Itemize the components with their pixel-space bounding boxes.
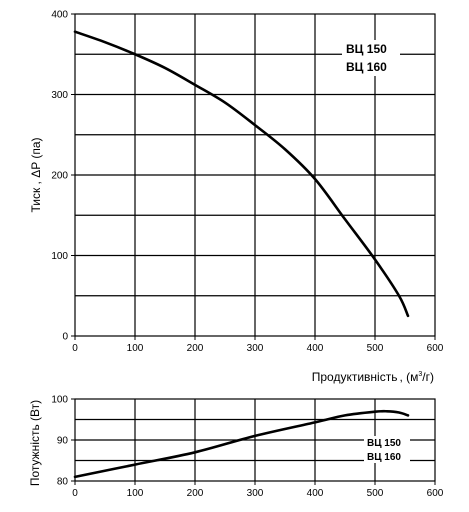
pressure-label-bg [342,40,400,76]
pressure-ticks: 0 100 200 300 400 500 600 0 100 200 300 400 [51,10,443,355]
pressure-label-vc160: ВЦ 160 [346,60,387,74]
pressure-x-axis-unit-prefix: , (м [399,370,418,384]
power-x-tick-label: 300 [247,488,264,499]
pressure-x-tick-label: 0 [72,343,78,354]
power-label-vc160: ВЦ 160 [367,452,401,463]
power-x-tick-label: 200 [187,488,204,499]
power-ticks: 0 100 200 300 400 500 600 80 90 100 [51,395,443,500]
power-chart: 0 100 200 300 400 500 600 80 90 100 ВЦ 150 ВЦ 160… [28,395,444,500]
power-label-vc150: ВЦ 150 [367,438,401,449]
pressure-x-tick-label: 500 [367,343,384,354]
power-x-tick-label: 400 [307,488,324,499]
pressure-x-tick-label: 400 [307,343,324,354]
power-x-tick-label: 500 [367,488,384,499]
pressure-curve [73,30,410,318]
pressure-y-tick-label: 200 [51,171,68,182]
power-x-tick-label: 100 [127,488,144,499]
pressure-y-tick-label: 0 [62,332,68,343]
power-x-tick-label: 0 [72,488,78,499]
pressure-x-tick-label: 600 [427,343,444,354]
power-y-tick-label: 80 [57,477,69,488]
pressure-label-vc150: ВЦ 150 [346,42,387,56]
pressure-y-tick-label: 400 [51,10,68,21]
power-y-tick-label: 90 [57,436,69,447]
pressure-x-axis-unit-sup: 3 [418,371,422,378]
pressure-y-tick-label: 300 [51,90,68,101]
power-x-tick-label: 600 [427,488,444,499]
pressure-x-axis-label: Продуктивність, (м3/г) [312,370,434,384]
pressure-x-tick-label: 300 [247,343,264,354]
pressure-y-axis-label: Тиск , ΔP (па) [29,137,43,212]
pressure-y-tick-label: 100 [51,251,68,262]
pressure-x-axis-unit-suffix: /г) [422,370,434,384]
power-y-axis-label: Потужність (Вт) [28,400,42,486]
pressure-x-tick-label: 100 [127,343,144,354]
power-label-bg [364,436,410,463]
pressure-x-tick-label: 200 [187,343,204,354]
pressure-x-axis-label-text: Продуктивність [312,370,398,384]
power-y-tick-label: 100 [51,395,68,406]
power-curve [73,409,410,479]
